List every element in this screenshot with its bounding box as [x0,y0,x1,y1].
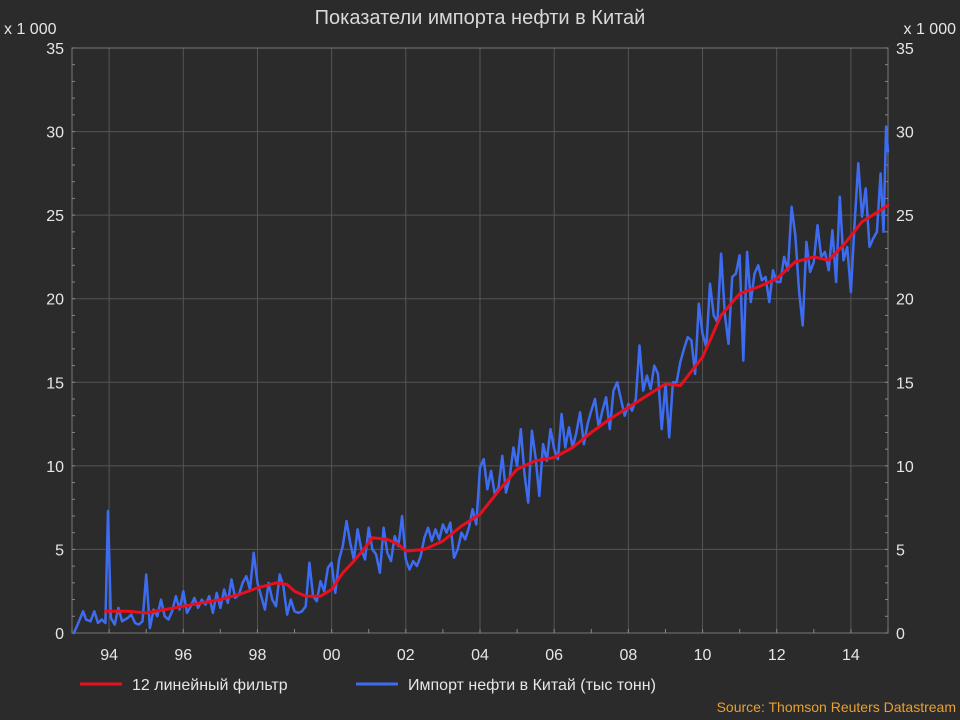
x-tick-label: 94 [100,647,118,664]
y-tick-label-right: 5 [896,542,905,559]
y-tick-label-right: 25 [896,208,914,225]
legend-label-import: Импорт нефти в Китай (тыс тонн) [408,677,656,694]
x-tick-label: 10 [694,647,712,664]
y-tick-label-right: 35 [896,41,914,58]
y-tick-label-left: 5 [55,542,64,559]
y-tick-label-right: 0 [896,626,905,643]
y-scale-label-right: x 1 000 [904,21,957,38]
x-tick-label: 04 [471,647,489,664]
y-scale-label-left: x 1 000 [4,21,57,38]
y-tick-label-right: 30 [896,125,914,142]
x-tick-label: 00 [323,647,341,664]
x-tick-label: 02 [397,647,415,664]
series-line-filter [103,203,890,615]
x-tick-label: 98 [249,647,267,664]
y-tick-label-left: 0 [55,626,64,643]
legend: 12 линейный фильтр Импорт нефти в Китай … [80,677,656,694]
x-tick-label: 08 [619,647,637,664]
x-tick-label: 06 [545,647,563,664]
x-tick-label: 96 [174,647,192,664]
y-tick-label-left: 15 [46,375,64,392]
x-tick-label: 14 [842,647,860,664]
y-tick-label-right: 20 [896,292,914,309]
y-tick-label-left: 20 [46,292,64,309]
legend-label-filter: 12 линейный фильтр [132,677,288,694]
y-tick-label-left: 25 [46,208,64,225]
series-lines [72,125,890,635]
x-tick-label: 12 [768,647,786,664]
y-tick-label-left: 10 [46,459,64,476]
chart-title: Показатели импорта нефти в Китай [315,7,646,29]
gridlines [72,47,888,634]
y-tick-label-right: 15 [896,375,914,392]
series-line-import [72,125,890,635]
y-tick-label-left: 30 [46,125,64,142]
y-tick-label-right: 10 [896,459,914,476]
y-tick-label-left: 35 [46,41,64,58]
source-note: Source: Thomson Reuters Datastream [717,699,956,715]
